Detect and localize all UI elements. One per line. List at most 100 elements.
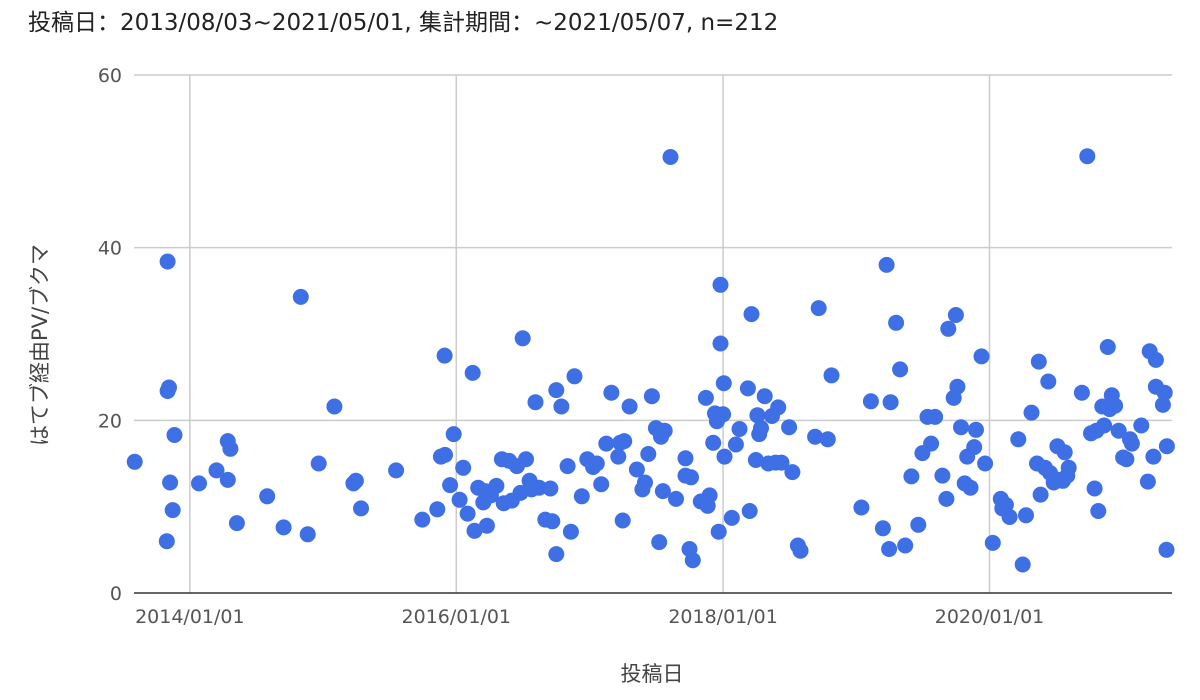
data-point bbox=[1157, 385, 1173, 401]
data-point bbox=[715, 406, 731, 422]
data-point bbox=[820, 431, 836, 447]
data-point bbox=[518, 451, 534, 467]
data-point bbox=[903, 468, 919, 484]
data-point bbox=[574, 488, 590, 504]
data-point bbox=[698, 390, 714, 406]
data-point bbox=[713, 336, 729, 352]
data-point bbox=[640, 446, 656, 462]
data-point bbox=[1018, 507, 1034, 523]
data-point bbox=[191, 475, 207, 491]
x-axis-label: 投稿日 bbox=[621, 662, 684, 686]
data-point bbox=[940, 321, 956, 337]
data-point bbox=[757, 388, 773, 404]
data-point bbox=[548, 546, 564, 562]
data-point bbox=[1107, 398, 1123, 414]
data-point bbox=[713, 277, 729, 293]
chart-title: 投稿日：2013/08/03~2021/05/01, 集計期間：~2021/05… bbox=[28, 10, 778, 36]
data-point bbox=[567, 368, 583, 384]
data-point bbox=[1010, 431, 1026, 447]
x-tick-label: 2016/01/01 bbox=[402, 606, 512, 628]
x-tick-label: 2020/01/01 bbox=[935, 606, 1045, 628]
data-point bbox=[615, 513, 631, 529]
data-point bbox=[455, 460, 471, 476]
data-point bbox=[875, 520, 891, 536]
data-point bbox=[598, 436, 614, 452]
data-point bbox=[220, 472, 236, 488]
data-points bbox=[127, 148, 1175, 572]
data-point bbox=[593, 476, 609, 492]
data-point bbox=[657, 423, 673, 439]
data-point bbox=[348, 473, 364, 489]
data-point bbox=[326, 399, 342, 415]
data-point bbox=[1159, 542, 1175, 558]
data-point bbox=[1015, 557, 1031, 573]
data-point bbox=[668, 491, 684, 507]
data-point bbox=[953, 419, 969, 435]
data-point bbox=[888, 315, 904, 331]
data-point bbox=[353, 500, 369, 516]
data-point bbox=[637, 475, 653, 491]
data-point bbox=[744, 306, 760, 322]
data-point bbox=[966, 439, 982, 455]
data-point bbox=[948, 307, 964, 323]
data-point bbox=[1159, 438, 1175, 454]
data-point bbox=[781, 419, 797, 435]
data-point bbox=[927, 409, 943, 425]
data-point bbox=[563, 524, 579, 540]
data-point bbox=[488, 478, 504, 494]
data-point bbox=[644, 388, 660, 404]
data-point bbox=[711, 524, 727, 540]
data-point bbox=[165, 502, 181, 518]
data-point bbox=[414, 512, 430, 528]
data-point bbox=[515, 330, 531, 346]
data-point bbox=[1090, 503, 1106, 519]
data-point bbox=[651, 534, 667, 550]
data-point bbox=[429, 501, 445, 517]
data-point bbox=[1087, 481, 1103, 497]
data-point bbox=[728, 437, 744, 453]
data-point bbox=[161, 380, 177, 396]
data-point bbox=[1079, 148, 1095, 164]
data-point bbox=[977, 456, 993, 472]
data-point bbox=[311, 456, 327, 472]
data-point bbox=[460, 506, 476, 522]
data-point bbox=[1033, 487, 1049, 503]
data-point bbox=[724, 510, 740, 526]
data-point bbox=[388, 462, 404, 478]
data-point bbox=[678, 450, 694, 466]
data-point bbox=[589, 456, 605, 472]
data-point bbox=[1133, 418, 1149, 434]
data-point bbox=[784, 464, 800, 480]
data-point bbox=[793, 543, 809, 559]
data-point bbox=[259, 488, 275, 504]
data-point bbox=[479, 518, 495, 534]
data-point bbox=[683, 469, 699, 485]
data-point bbox=[883, 394, 899, 410]
data-point bbox=[603, 385, 619, 401]
data-point bbox=[553, 399, 569, 415]
data-point bbox=[1140, 474, 1156, 490]
data-point bbox=[879, 257, 895, 273]
data-point bbox=[1100, 339, 1116, 355]
y-tick-label: 0 bbox=[110, 583, 122, 605]
data-point bbox=[663, 149, 679, 165]
data-point bbox=[160, 254, 176, 270]
data-point bbox=[1148, 352, 1164, 368]
data-point bbox=[452, 492, 468, 508]
data-point bbox=[897, 538, 913, 554]
data-point bbox=[446, 426, 462, 442]
data-point bbox=[753, 420, 769, 436]
data-point bbox=[276, 519, 292, 535]
data-point bbox=[167, 427, 183, 443]
data-point bbox=[1074, 385, 1090, 401]
data-point bbox=[892, 361, 908, 377]
y-tick-label: 40 bbox=[98, 238, 122, 260]
data-point bbox=[437, 447, 453, 463]
data-point bbox=[702, 487, 718, 503]
data-point bbox=[437, 348, 453, 364]
data-point bbox=[127, 454, 143, 470]
data-point bbox=[622, 399, 638, 415]
data-point bbox=[824, 367, 840, 383]
data-point bbox=[1031, 354, 1047, 370]
data-point bbox=[560, 458, 576, 474]
